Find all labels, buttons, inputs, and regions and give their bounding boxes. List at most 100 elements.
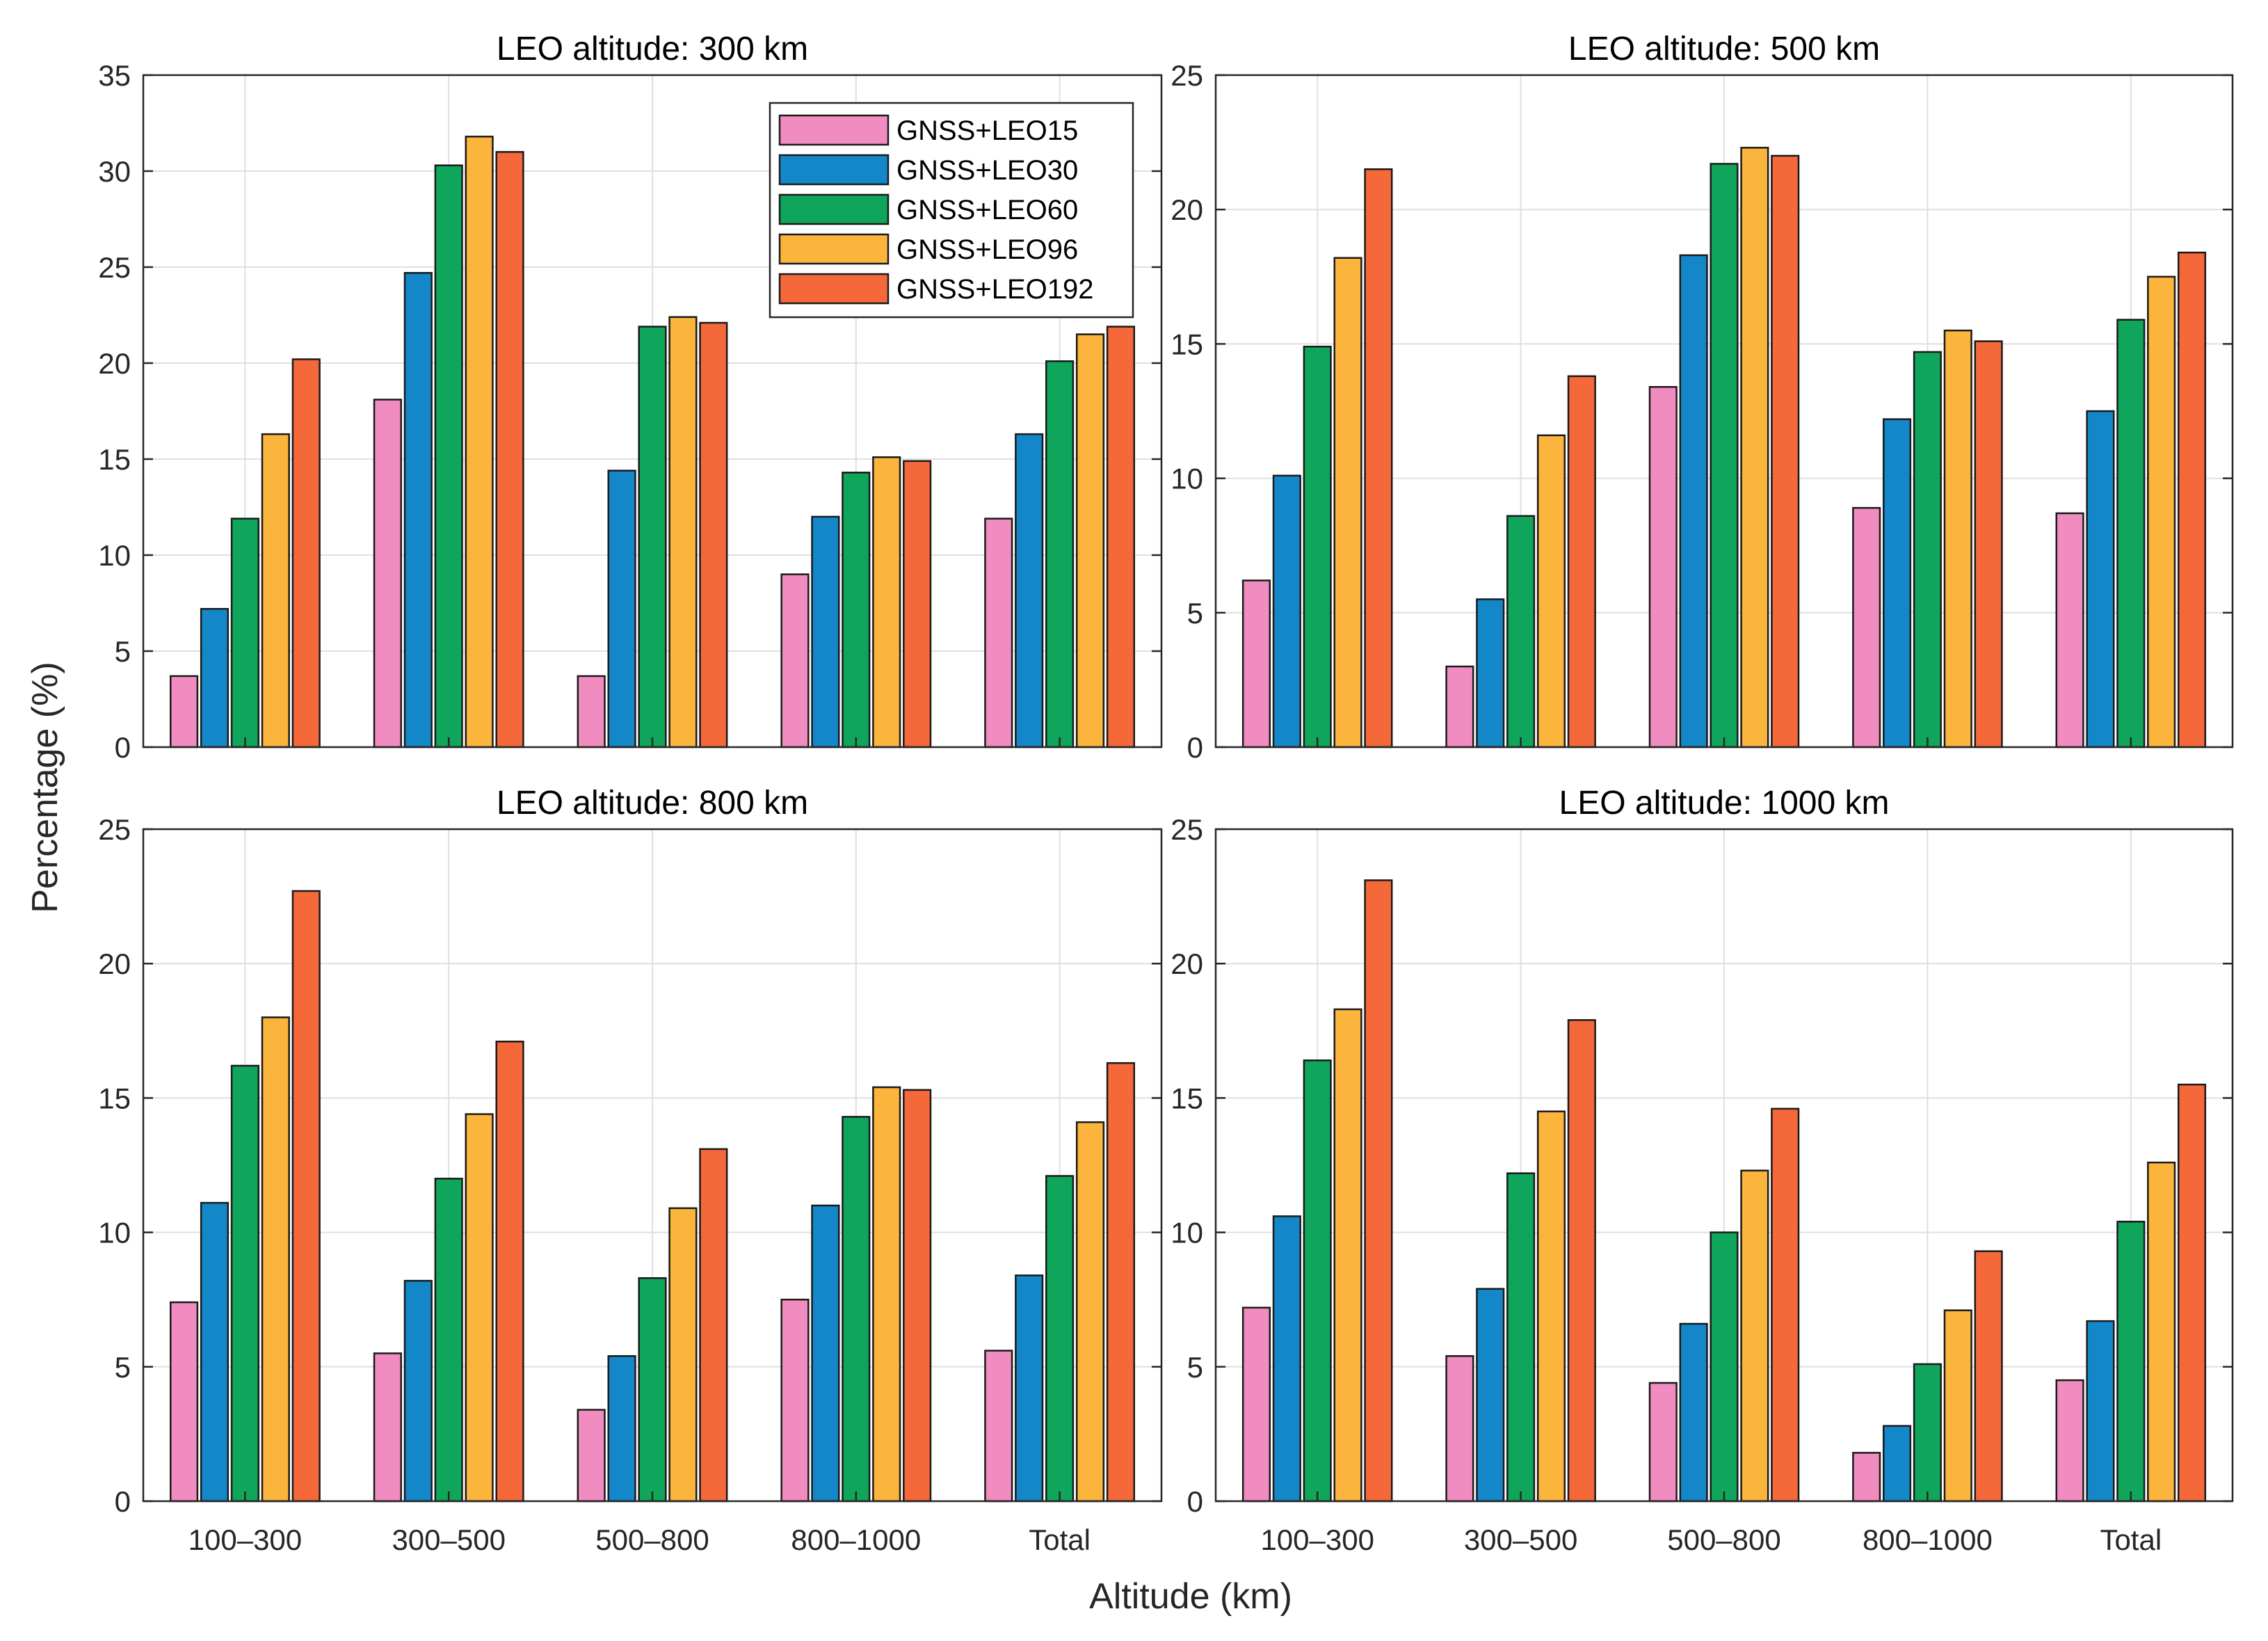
bar-gnss-leo192-total xyxy=(2177,251,2207,749)
bar-gnss-leo30-100-300 xyxy=(200,608,230,749)
bar-gnss-leo15-300-500 xyxy=(373,1352,402,1503)
chart-panel-3: 0 5 10 15 20 25 100–300 300–500 500–800 800–1000 T… xyxy=(98,785,1163,1556)
legend-swatch-gnss-leo192 xyxy=(778,273,890,305)
bar-gnss-leo60-100-300 xyxy=(1303,346,1332,749)
bar-gnss-leo60-500-800 xyxy=(638,326,667,749)
y-tick-label: 20 xyxy=(98,947,131,980)
bar-gnss-leo15-100-300 xyxy=(1241,1306,1271,1503)
bar-gnss-leo192-500-800 xyxy=(1771,154,1800,749)
bar-gnss-leo30-500-800 xyxy=(607,1355,636,1503)
y-tick-label: 20 xyxy=(1171,193,1203,226)
y-tick-label: 20 xyxy=(1171,947,1203,980)
bar-gnss-leo15-800-1000 xyxy=(780,1298,810,1503)
bar-gnss-leo192-100-300 xyxy=(1364,168,1393,749)
x-tick-label: Total xyxy=(2100,1523,2162,1556)
x-tick-label: 100–300 xyxy=(188,1523,303,1556)
bar-gnss-leo96-100-300 xyxy=(1333,257,1362,749)
y-tick-label: 0 xyxy=(1187,1485,1203,1518)
bar-gnss-leo60-100-300 xyxy=(230,1064,259,1503)
bar-gnss-leo192-500-800 xyxy=(1771,1107,1800,1503)
bar-gnss-leo15-800-1000 xyxy=(1852,1452,1881,1503)
bar-gnss-leo15-800-1000 xyxy=(1852,506,1881,749)
bar-gnss-leo96-300-500 xyxy=(1536,434,1566,749)
bar-gnss-leo15-500-800 xyxy=(1648,1382,1678,1503)
bar-gnss-leo96-100-300 xyxy=(261,433,290,749)
bar-gnss-leo96-total xyxy=(2147,275,2176,749)
legend-label-gnss-leo30: GNSS+LEO30 xyxy=(896,155,1078,186)
legend-swatch-gnss-leo30 xyxy=(778,154,890,186)
y-tick-label: 0 xyxy=(115,731,131,764)
bar-gnss-leo192-300-500 xyxy=(1567,375,1596,749)
bar-gnss-leo192-800-1000 xyxy=(903,1089,932,1503)
legend-swatch-gnss-leo96 xyxy=(778,233,890,265)
y-tick-label: 0 xyxy=(1187,731,1203,764)
bar-gnss-leo96-800-1000 xyxy=(872,1086,901,1503)
bar-gnss-leo192-300-500 xyxy=(1567,1019,1596,1503)
bar-gnss-leo192-500-800 xyxy=(699,321,728,749)
bar-gnss-leo96-500-800 xyxy=(668,316,698,749)
bar-gnss-leo30-300-500 xyxy=(403,272,433,749)
bar-gnss-leo96-800-1000 xyxy=(1943,329,1972,749)
bar-gnss-leo60-100-300 xyxy=(1303,1059,1332,1503)
bar-gnss-leo15-100-300 xyxy=(169,1301,199,1503)
bar-gnss-leo30-total xyxy=(2086,410,2115,749)
bar-gnss-leo30-500-800 xyxy=(1679,1322,1708,1503)
y-tick-label: 20 xyxy=(98,347,131,380)
bar-gnss-leo15-500-800 xyxy=(577,675,606,749)
bar-gnss-leo15-300-500 xyxy=(1445,1355,1474,1503)
y-tick-label: 25 xyxy=(1171,813,1203,846)
chart-panels: 0 5 10 15 20 25 30 35 LEO altitude: 300 km GNSS+L… xyxy=(98,31,2234,1556)
bar-gnss-leo30-100-300 xyxy=(1272,1215,1301,1503)
bar-gnss-leo96-500-800 xyxy=(1740,1169,1769,1503)
bar-gnss-leo96-500-800 xyxy=(1740,147,1769,749)
bar-gnss-leo15-800-1000 xyxy=(780,573,810,749)
chart-panel-2: 0 5 10 15 20 25 LEO altitude: 500 km xyxy=(1171,31,2234,764)
bar-gnss-leo60-100-300 xyxy=(230,518,259,749)
legend: GNSS+LEO15 GNSS+LEO30 GNSS+LEO60 GNSS+LEO96… xyxy=(769,102,1134,319)
x-tick-label: 100–300 xyxy=(1260,1523,1374,1556)
bar-gnss-leo30-800-1000 xyxy=(811,1204,840,1503)
chart-panel-4: 0 5 10 15 20 25 100–300 300–500 500–800 800–1000 T… xyxy=(1171,785,2234,1556)
x-tick-label: 300–500 xyxy=(1464,1523,1578,1556)
y-tick-label: 15 xyxy=(98,1082,131,1114)
y-tick-label: 35 xyxy=(98,59,131,92)
bar-gnss-leo15-500-800 xyxy=(577,1409,606,1503)
y-tick-label: 25 xyxy=(98,813,131,846)
bar-gnss-leo96-500-800 xyxy=(668,1207,698,1503)
bar-gnss-leo15-300-500 xyxy=(373,399,402,749)
y-tick-label: 15 xyxy=(1171,1082,1203,1114)
y-tick-label: 5 xyxy=(115,635,131,668)
y-tick-label: 5 xyxy=(115,1351,131,1384)
bar-gnss-leo192-800-1000 xyxy=(1974,340,2003,749)
bar-gnss-leo15-total xyxy=(2055,1379,2084,1503)
bar-gnss-leo30-800-1000 xyxy=(811,515,840,749)
panel-title: LEO altitude: 500 km xyxy=(1568,31,1880,67)
bar-gnss-leo96-300-500 xyxy=(465,1113,494,1503)
bar-gnss-leo96-800-1000 xyxy=(872,456,901,749)
legend-label-gnss-leo96: GNSS+LEO96 xyxy=(896,234,1078,265)
x-tick-label: 300–500 xyxy=(392,1523,506,1556)
x-tick-label: 800–1000 xyxy=(791,1523,921,1556)
bar-gnss-leo30-total xyxy=(1015,1274,1044,1503)
bar-gnss-leo30-100-300 xyxy=(200,1201,230,1503)
bar-gnss-leo30-800-1000 xyxy=(1882,1425,1912,1503)
bar-gnss-leo60-total xyxy=(1045,360,1075,749)
bar-gnss-leo60-500-800 xyxy=(1710,163,1739,749)
x-tick-label: 500–800 xyxy=(1667,1523,1781,1556)
bar-gnss-leo30-500-800 xyxy=(1679,254,1708,749)
legend-swatch-gnss-leo15 xyxy=(778,114,890,146)
y-tick-label: 5 xyxy=(1187,597,1203,630)
y-tick-label: 0 xyxy=(115,1485,131,1518)
legend-label-gnss-leo60: GNSS+LEO60 xyxy=(896,195,1078,225)
legend-swatch-gnss-leo60 xyxy=(778,193,890,225)
y-tick-label: 25 xyxy=(98,251,131,284)
bar-gnss-leo192-total xyxy=(2177,1083,2207,1503)
y-tick-label: 10 xyxy=(98,539,131,572)
chart-panel-1: 0 5 10 15 20 25 30 35 LEO altitude: 300 km GNSS+L… xyxy=(98,31,1163,764)
bar-gnss-leo15-300-500 xyxy=(1445,665,1474,749)
x-tick-label: 500–800 xyxy=(595,1523,709,1556)
bar-gnss-leo96-300-500 xyxy=(465,136,494,749)
bar-gnss-leo192-100-300 xyxy=(291,890,321,1503)
bar-gnss-leo60-500-800 xyxy=(638,1277,667,1503)
bar-gnss-leo192-100-300 xyxy=(1364,879,1393,1503)
